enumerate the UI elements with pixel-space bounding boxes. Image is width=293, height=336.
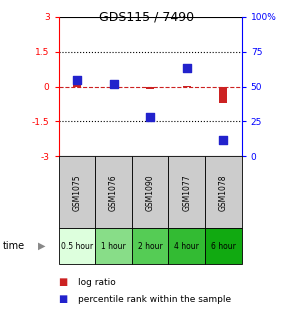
Text: GSM1078: GSM1078 [219,174,228,211]
Point [221,137,226,142]
Text: GSM1075: GSM1075 [72,174,81,211]
Point [148,115,152,120]
Point [111,81,116,86]
Text: GSM1090: GSM1090 [146,174,155,211]
Text: GSM1076: GSM1076 [109,174,118,211]
Text: ■: ■ [59,277,68,287]
Text: 1 hour: 1 hour [101,242,126,251]
Point [185,66,189,71]
Text: 2 hour: 2 hour [138,242,163,251]
Text: GSM1077: GSM1077 [182,174,191,211]
Bar [146,86,154,89]
Text: GDS115 / 7490: GDS115 / 7490 [99,11,194,24]
Bar [219,86,227,103]
Text: 4 hour: 4 hour [174,242,199,251]
Text: log ratio: log ratio [78,278,115,287]
Text: 0.5 hour: 0.5 hour [61,242,93,251]
Text: ■: ■ [59,294,68,304]
Point [74,77,79,82]
Bar [73,84,81,86]
Text: 6 hour: 6 hour [211,242,236,251]
Bar [110,85,117,86]
Text: time: time [3,241,25,251]
Text: ▶: ▶ [38,241,45,251]
Text: percentile rank within the sample: percentile rank within the sample [78,295,231,303]
